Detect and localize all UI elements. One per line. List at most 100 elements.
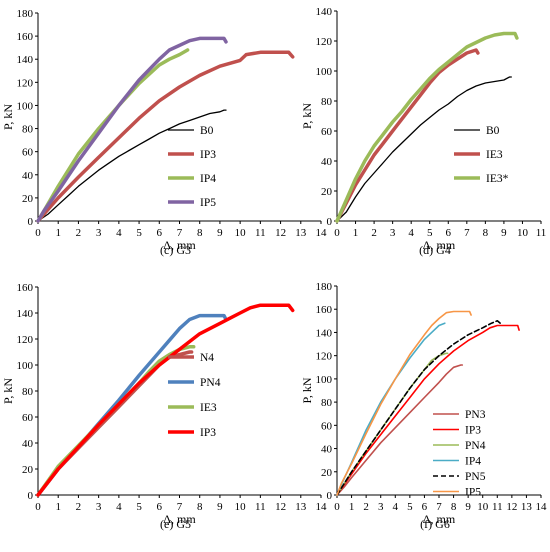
y-axis-label: P, kN xyxy=(1,104,15,130)
y-tick-label: 160 xyxy=(17,31,34,43)
y-tick-label: 60 xyxy=(22,147,34,159)
y-tick-label: 120 xyxy=(17,334,34,346)
x-tick-label: 7 xyxy=(464,227,470,239)
legend-label: PN3 xyxy=(465,409,486,421)
y-tick-label: 80 xyxy=(22,386,34,398)
x-tick-label: 4 xyxy=(408,227,414,239)
y-tick-label: 140 xyxy=(17,308,34,320)
y-tick-label: 20 xyxy=(22,193,34,205)
x-tick-label: 11 xyxy=(492,501,503,513)
x-tick-label: 5 xyxy=(427,227,433,239)
legend-label: IP3 xyxy=(200,149,216,161)
y-axis-label: P, kN xyxy=(300,103,314,129)
x-tick-label: 12 xyxy=(275,227,286,239)
y-tick-label: 60 xyxy=(321,126,333,138)
y-tick-label: 100 xyxy=(316,66,333,78)
panel-caption: (f) G6 xyxy=(420,517,450,531)
series-line-ip3 xyxy=(336,324,520,496)
series-line-ie3 xyxy=(335,48,480,223)
x-tick-label: 0 xyxy=(334,501,340,513)
x-tick-label: 8 xyxy=(197,227,203,239)
series-line-ip3 xyxy=(36,50,295,223)
legend-label: IP4 xyxy=(465,456,481,468)
y-tick-label: 100 xyxy=(17,100,34,112)
x-tick-label: 6 xyxy=(157,227,163,239)
y-tick-label: 20 xyxy=(321,186,333,198)
x-tick-label: 2 xyxy=(371,227,377,239)
x-tick-label: 10 xyxy=(235,501,247,513)
legend: B0 IP3 IP4 IP5 xyxy=(168,125,216,209)
x-tick-label: 9 xyxy=(217,227,223,239)
x-tick-label: 5 xyxy=(407,501,413,513)
x-tick-label: 1 xyxy=(349,501,355,513)
x-axis-label: Δ, mm xyxy=(163,238,196,252)
x-tick-label: 0 xyxy=(35,501,41,513)
legend-label: IE3 xyxy=(200,402,217,414)
panel-caption: (c) G3 xyxy=(160,243,191,257)
y-axis-label: P, kN xyxy=(1,378,15,404)
legend: PN3 IP3 PN4 IP4 PN5 IP5 xyxy=(433,409,486,499)
legend-label: IP4 xyxy=(200,173,216,185)
y-tick-label: 60 xyxy=(22,412,34,424)
x-tick-label: 0 xyxy=(334,227,340,239)
series-line-pn4 xyxy=(36,313,228,497)
y-tick-label: 160 xyxy=(17,282,34,294)
x-tick-label: 14 xyxy=(316,227,328,239)
series-line-ip5 xyxy=(336,310,472,496)
x-tick-label: 10 xyxy=(517,227,529,239)
x-tick-label: 11 xyxy=(536,227,547,239)
chart-panel-d: 0 20 40 60 80 100 120 140 0 1 2 3 4 5 6 7 8 9 10 11 Δ, mm P, … xyxy=(300,6,546,257)
x-tick-label: 10 xyxy=(235,227,247,239)
y-tick-label: 100 xyxy=(316,374,333,386)
x-tick-label: 13 xyxy=(295,227,307,239)
x-tick-label: 13 xyxy=(521,501,533,513)
x-tick-label: 9 xyxy=(465,501,471,513)
x-tick-label: 3 xyxy=(96,501,102,513)
series-line-pn3 xyxy=(336,364,464,496)
x-tick-label: 6 xyxy=(422,501,428,513)
x-tick-label: 12 xyxy=(275,501,286,513)
x-tick-label: 8 xyxy=(197,501,203,513)
y-tick-label: 160 xyxy=(316,304,333,316)
x-tick-label: 11 xyxy=(255,501,266,513)
legend-label: IP3 xyxy=(200,427,216,439)
legend-label: PN4 xyxy=(200,377,221,389)
x-axis-label: Δ, mm xyxy=(423,238,456,252)
x-tick-label: 2 xyxy=(76,501,82,513)
y-tick-label: 180 xyxy=(316,281,333,293)
x-tick-label: 7 xyxy=(177,501,183,513)
legend-label: N4 xyxy=(200,352,214,364)
x-tick-label: 14 xyxy=(536,501,548,513)
panel-caption: (d) G4 xyxy=(419,243,451,257)
y-tick-label: 80 xyxy=(321,397,333,409)
legend-label: PN4 xyxy=(465,440,486,452)
series-line-ip3 xyxy=(36,303,295,497)
legend-label: PN5 xyxy=(465,471,486,483)
y-tick-label: 40 xyxy=(22,170,34,182)
panel-caption: (e) G5 xyxy=(160,517,191,531)
y-tick-label: 0 xyxy=(28,490,34,502)
y-tick-label: 80 xyxy=(22,124,34,136)
x-tick-label: 1 xyxy=(55,501,61,513)
x-tick-label: 1 xyxy=(55,227,61,239)
x-axis-label: Δ, mm xyxy=(163,512,196,526)
legend-label: B0 xyxy=(200,125,214,137)
x-tick-label: 5 xyxy=(136,227,142,239)
x-tick-label: 12 xyxy=(506,501,517,513)
x-tick-label: 0 xyxy=(35,227,41,239)
x-tick-label: 14 xyxy=(316,501,328,513)
x-tick-label: 6 xyxy=(157,501,163,513)
series-line-n4 xyxy=(36,350,194,497)
x-axis-label: Δ, mm xyxy=(423,512,456,526)
x-tick-label: 9 xyxy=(217,501,223,513)
x-tick-label: 10 xyxy=(477,501,489,513)
x-tick-label: 9 xyxy=(501,227,507,239)
legend-label: IE3* xyxy=(486,173,509,185)
y-tick-label: 0 xyxy=(327,490,333,502)
y-tick-label: 140 xyxy=(316,327,333,339)
y-tick-label: 60 xyxy=(321,420,333,432)
y-tick-label: 40 xyxy=(22,438,34,450)
